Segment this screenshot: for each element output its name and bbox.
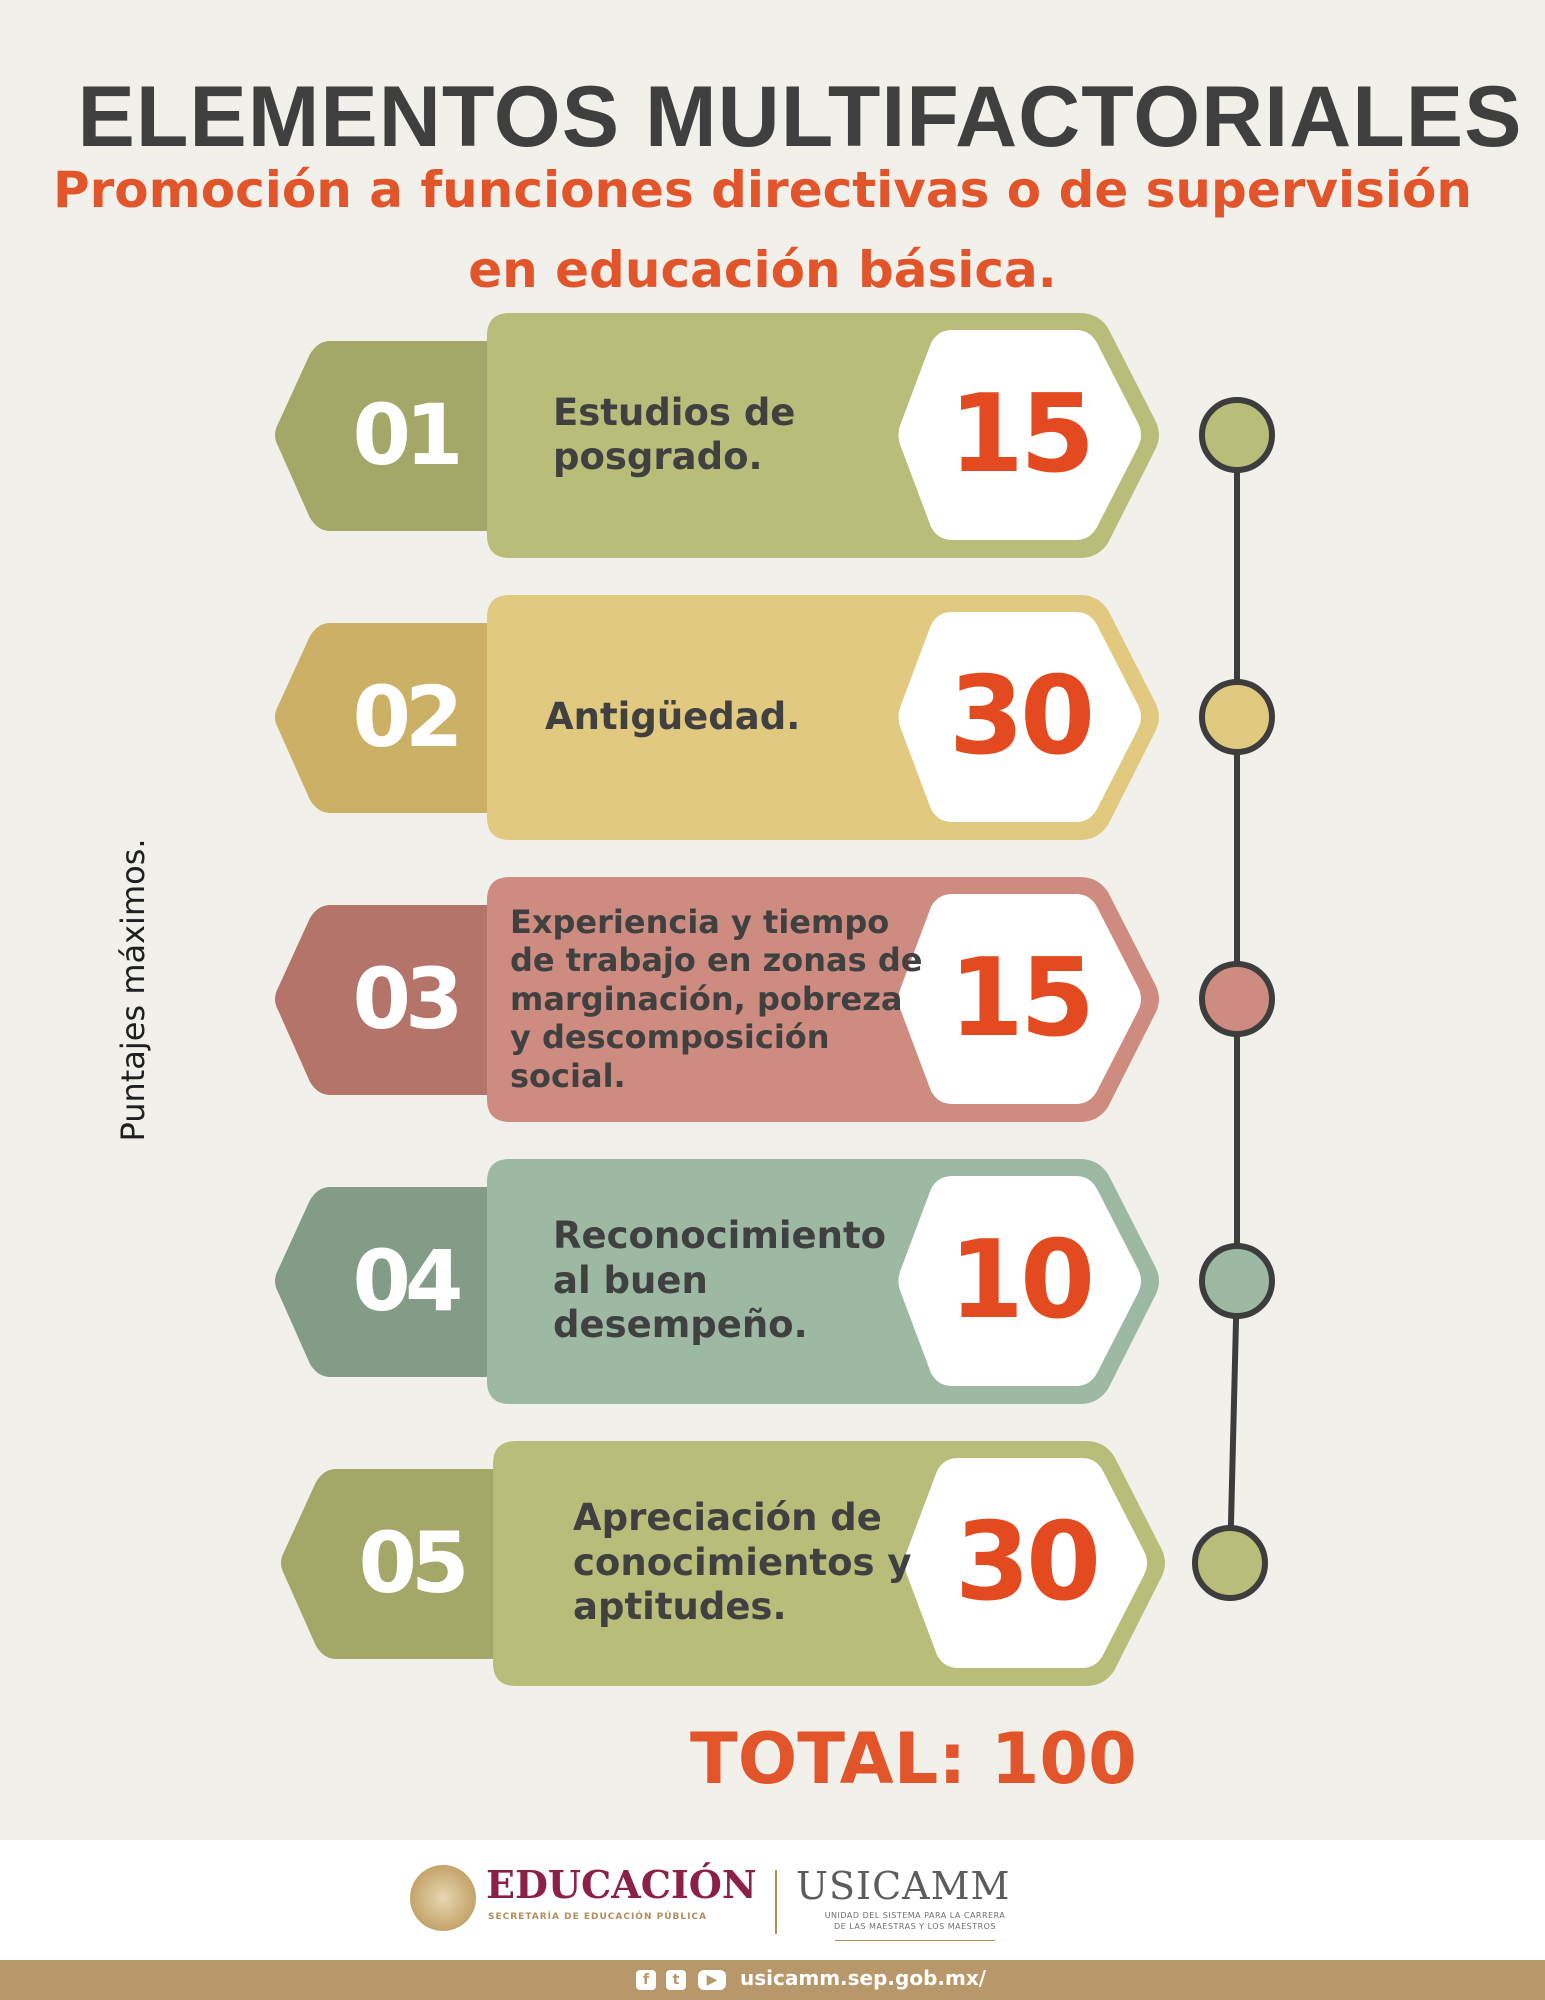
item-02-max-score: 30 <box>948 654 1095 779</box>
usicamm-underline <box>835 1940 995 1941</box>
subtitle-line-2: en educación básica. <box>468 241 1057 299</box>
item-03-value-hexagon <box>898 894 1141 1104</box>
national-seal-icon <box>410 1865 476 1931</box>
item-label-line: Reconocimiento <box>553 1214 887 1258</box>
item-02-graphic <box>275 595 1275 840</box>
page-title: ELEMENTOS MULTIFACTORIALES <box>77 69 1523 165</box>
item-02-value-hexagon <box>898 612 1141 822</box>
item-label-line: al buen <box>553 1258 708 1302</box>
item-label-line: Experiencia y tiempo <box>510 903 890 941</box>
item-04-max-score: 10 <box>948 1218 1095 1343</box>
item-03-tab <box>275 905 497 1095</box>
item-05-graphic <box>281 1441 1268 1686</box>
subtitle-line-1: Promoción a funciones directivas o de su… <box>53 161 1472 219</box>
item-label-line: y descomposición <box>510 1018 830 1057</box>
item-label-line: Apreciación de <box>573 1496 882 1540</box>
footer <box>0 1840 1545 1960</box>
bottom-bar <box>0 1960 1545 2000</box>
usicamm-sub-line-2: DE LAS MAESTRAS Y LOS MAESTROS <box>833 1922 997 1931</box>
item-03-graphic <box>275 877 1275 1122</box>
item-05-value-hexagon <box>904 1458 1147 1668</box>
item-label-line: social. <box>510 1056 626 1095</box>
facebook-icon[interactable]: f <box>636 1970 656 1990</box>
total-score: TOTAL: 100 <box>690 1718 1137 1800</box>
item-01-timeline-node <box>1199 397 1275 473</box>
item-04-graphic <box>275 1159 1275 1404</box>
item-04-timeline-node <box>1199 1243 1275 1319</box>
item-number: 04 <box>352 1232 464 1330</box>
item-02-timeline-node <box>1199 679 1275 755</box>
item-04-tab <box>275 1187 497 1377</box>
item-label-line: Estudios de <box>553 390 796 434</box>
item-number: 02 <box>352 668 464 766</box>
item-04-label: Reconocimiento al buen desempeño. <box>553 1214 886 1347</box>
item-05-label: Apreciación de conocimientos y aptitudes. <box>573 1496 912 1629</box>
item-03-max-score: 15 <box>948 936 1095 1061</box>
education-logo-name: EDUCACIÓN <box>486 1862 757 1907</box>
item-02-tab <box>275 623 497 813</box>
item-05-max-score: 30 <box>954 1500 1101 1625</box>
usicamm-logo-name: USICAMM <box>796 1864 1011 1908</box>
usicamm-logo-subtitle: UNIDAD DEL SISTEMA PARA LA CARRERA DE LA… <box>800 1910 1030 1932</box>
youtube-icon[interactable]: ▶ <box>698 1970 726 1990</box>
item-number: 03 <box>352 950 464 1048</box>
education-logo-subtitle: SECRETARÍA DE EDUCACIÓN PÚBLICA <box>488 1912 708 1922</box>
page-subtitle: Promoción a funciones directivas o de su… <box>40 150 1485 310</box>
items-graphic <box>275 313 1275 1686</box>
item-01-value-hexagon <box>898 330 1141 540</box>
item-label-line: aptitudes. <box>573 1585 787 1629</box>
item-03-timeline-node <box>1199 961 1275 1037</box>
item-02-label: Antigüedad. <box>545 695 800 739</box>
item-label-line: posgrado. <box>553 434 763 478</box>
item-04-value-hexagon <box>898 1176 1141 1386</box>
item-01-graphic <box>275 313 1275 558</box>
footer-divider <box>775 1870 777 1934</box>
item-label-line: Antigüedad. <box>545 694 801 738</box>
item-01-label: Estudios de posgrado. <box>553 391 795 480</box>
item-01-max-score: 15 <box>948 372 1095 497</box>
item-label-line: conocimientos y <box>573 1540 912 1584</box>
item-label-line: desempeño. <box>553 1303 808 1347</box>
twitter-icon[interactable]: t <box>666 1970 686 1990</box>
usicamm-sub-line-1: UNIDAD DEL SISTEMA PARA LA CARRERA <box>824 1911 1006 1920</box>
item-label-line: de trabajo en zonas de <box>510 941 923 980</box>
item-05-tab <box>281 1469 503 1659</box>
item-number: 01 <box>352 386 464 484</box>
website-link[interactable]: usicamm.sep.gob.mx/ <box>740 1966 987 1990</box>
item-label-line: marginación, pobreza <box>510 979 903 1018</box>
item-01-tab <box>275 341 497 531</box>
item-05-timeline-node <box>1192 1525 1268 1601</box>
item-03-label: Experiencia y tiempo de trabajo en zonas … <box>510 903 922 1095</box>
item-number: 05 <box>358 1514 470 1612</box>
